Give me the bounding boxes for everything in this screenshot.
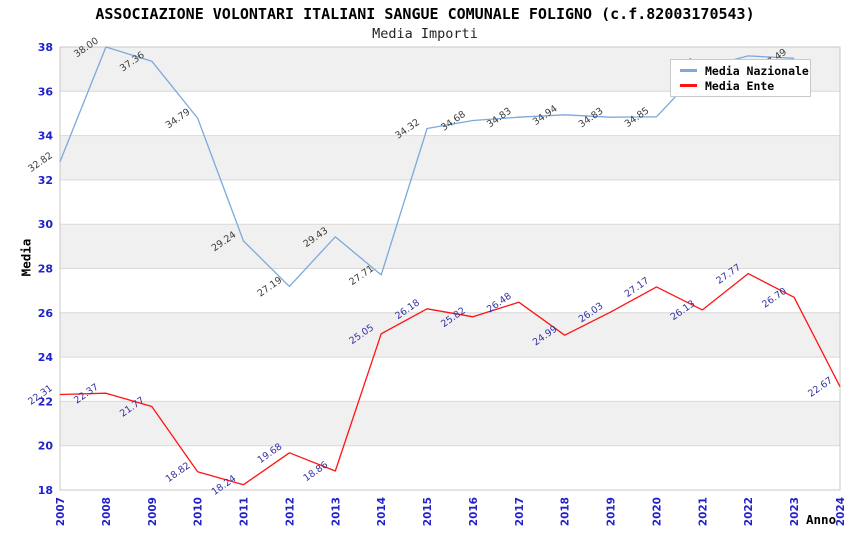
plot-band (60, 445, 840, 490)
chart-subtitle: Media Importi (372, 26, 478, 42)
plot-band (60, 401, 840, 446)
series-line-media-ente (59, 272, 841, 486)
legend-label-ente: Media Ente (705, 78, 775, 93)
x-tick-label: 2021 (697, 497, 709, 526)
plot-band (60, 224, 840, 269)
x-tick-label: 2013 (330, 497, 342, 526)
plot-band (60, 357, 840, 402)
y-tick-label: 20 (38, 440, 54, 453)
x-tick-label: 2009 (147, 497, 159, 526)
x-tick-label: 2016 (468, 497, 480, 526)
y-tick-label: 34 (38, 130, 54, 143)
y-tick-label: 32 (38, 174, 53, 187)
legend-item-ente: Media Ente (680, 79, 810, 93)
data-label: 32.82 (26, 150, 55, 175)
y-tick-label: 22 (38, 395, 53, 408)
y-axis-title: Media (18, 238, 34, 277)
y-tick-label: 38 (38, 41, 53, 54)
plot-border (59, 46, 841, 491)
x-tick-label: 2012 (284, 497, 296, 526)
ente-line-swatch-icon (680, 84, 697, 87)
y-tick-label: 30 (38, 218, 54, 231)
x-tick-label: 2007 (55, 497, 67, 526)
y-tick-label: 18 (38, 484, 53, 497)
x-tick-label: 2008 (101, 497, 113, 526)
y-tick-label: 26 (38, 307, 54, 320)
x-tick-label: 2011 (239, 497, 251, 526)
x-tick-label: 2017 (514, 497, 526, 526)
y-tick-label: 36 (38, 85, 54, 98)
plot-band (60, 179, 840, 225)
plot-band (60, 268, 840, 313)
plot-band (60, 312, 840, 358)
plot-band (60, 135, 840, 180)
plot-band (60, 91, 840, 136)
x-tick-label: 2024 (835, 497, 847, 526)
chart-title: ASSOCIAZIONE VOLONTARI ITALIANI SANGUE C… (95, 5, 755, 23)
y-tick-label: 24 (38, 351, 54, 364)
x-tick-label: 2020 (651, 497, 663, 526)
x-tick-label: 2023 (789, 497, 801, 526)
x-tick-label: 2019 (606, 497, 618, 526)
legend: Media Nazionale Media Ente (670, 59, 811, 97)
nazionale-line-swatch-icon (680, 69, 697, 72)
legend-label-nazionale: Media Nazionale (705, 63, 809, 78)
x-tick-label: 2018 (560, 497, 572, 526)
x-tick-label: 2014 (376, 497, 388, 526)
x-tick-label: 2022 (743, 497, 755, 526)
x-tick-label: 2015 (422, 497, 434, 526)
series-line-media-nazionale (59, 46, 795, 288)
x-axis-title: Anno (806, 512, 837, 527)
x-tick-label: 2010 (193, 497, 205, 526)
legend-item-nazionale: Media Nazionale (680, 64, 810, 78)
y-tick-label: 28 (38, 263, 53, 276)
